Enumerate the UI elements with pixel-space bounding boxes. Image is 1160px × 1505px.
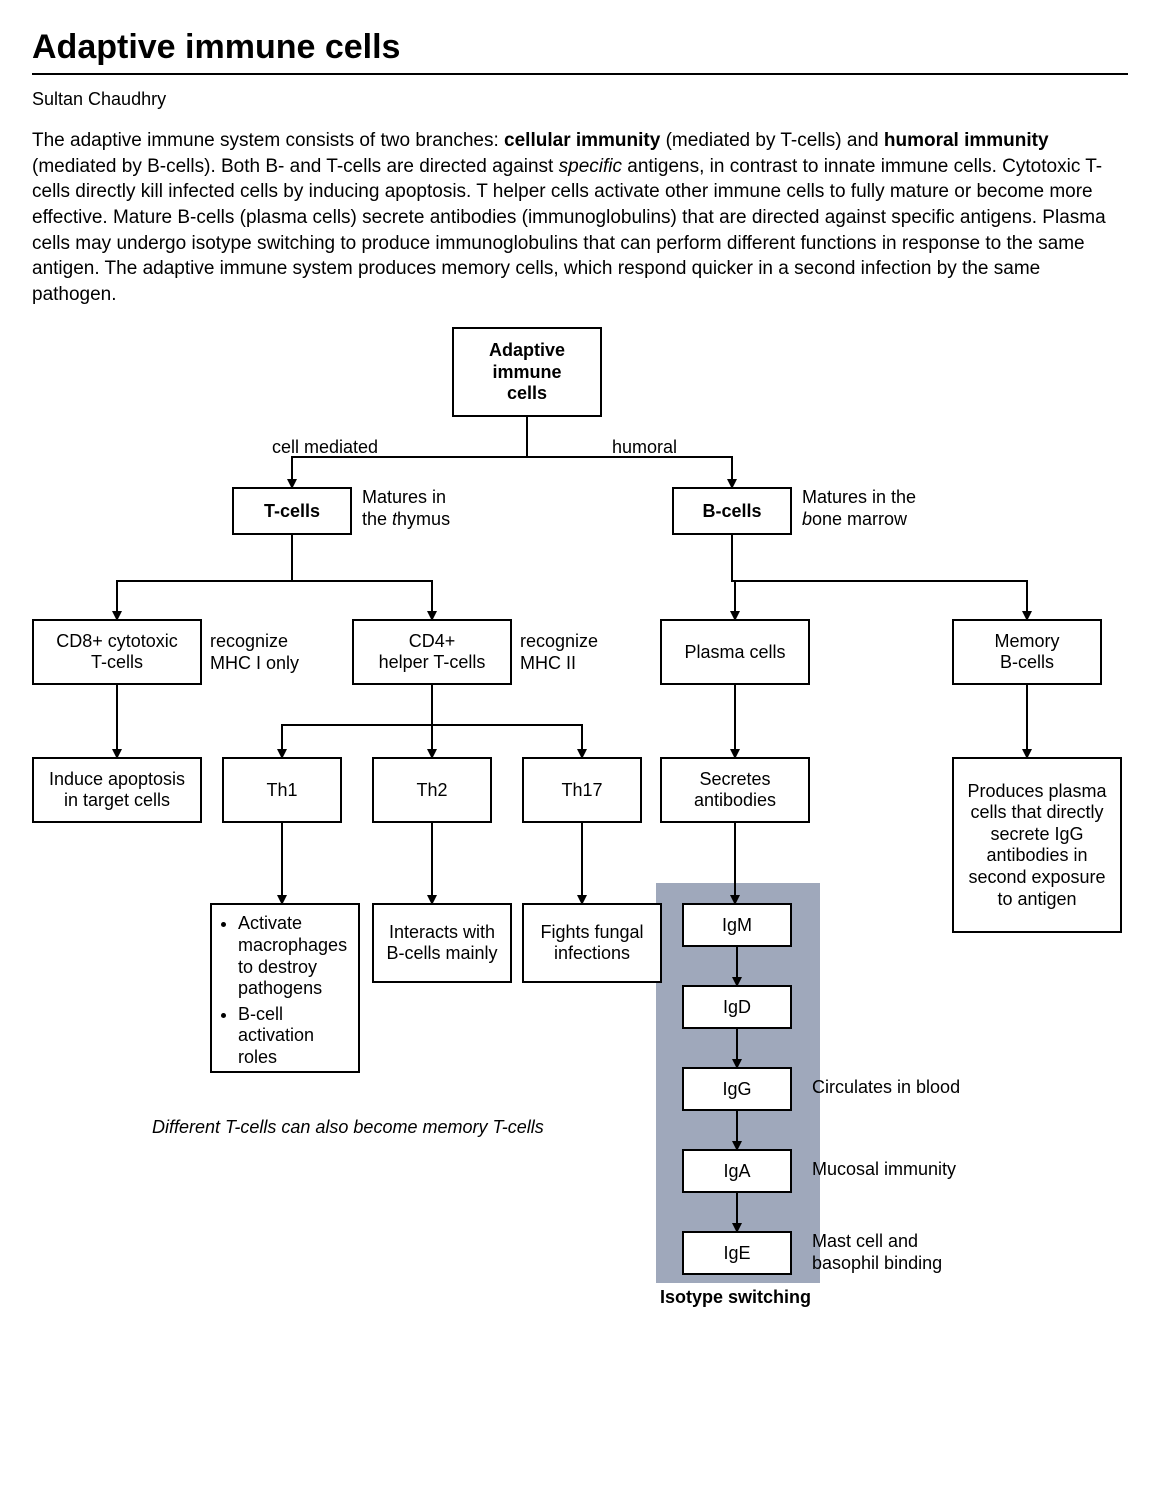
node-igg: IgG (682, 1067, 792, 1111)
node-th2: Th2 (372, 757, 492, 823)
flowchart: Adaptiveimmunecells T-cells B-cells CD8+ cy… (32, 327, 1128, 1477)
node-root: Adaptiveimmunecells (452, 327, 602, 417)
edge-cd4-th1 (282, 685, 432, 757)
label-lbl-mhc1: recognizeMHC I only (210, 631, 299, 674)
edge-cd4-th17 (432, 685, 582, 757)
node-iga: IgA (682, 1149, 792, 1193)
node-th17: Th17 (522, 757, 642, 823)
node-bcells: B-cells (672, 487, 792, 535)
label-lbl-igg: Circulates in blood (812, 1077, 960, 1099)
footnote: Different T-cells can also become memory… (152, 1117, 544, 1138)
node-cd8: CD8+ cytotoxicT-cells (32, 619, 202, 685)
node-cd4: CD4+helper T-cells (352, 619, 512, 685)
edge-tcells-cd4 (292, 535, 432, 619)
label-lbl-cell: cell mediated (272, 437, 378, 459)
label-lbl-mhc2: recognizeMHC II (520, 631, 598, 674)
node-th1: Th1 (222, 757, 342, 823)
label-lbl-thymus: Matures inthe thymus (362, 487, 450, 530)
node-igd: IgD (682, 985, 792, 1029)
page-title: Adaptive immune cells (32, 28, 1128, 75)
edge-tcells-cd8 (117, 535, 292, 619)
node-ige: IgE (682, 1231, 792, 1275)
node-plasma: Plasma cells (660, 619, 810, 685)
node-secr: Secretesantibodies (660, 757, 810, 823)
node-th1f: Activate macrophages to destroy pathogen… (210, 903, 360, 1073)
edge-bcells-memb (732, 535, 1027, 619)
intro-paragraph: The adaptive immune system consists of t… (32, 128, 1128, 307)
node-apop: Induce apoptosisin target cells (32, 757, 202, 823)
node-th2f: Interacts withB-cells mainly (372, 903, 512, 983)
node-th17f: Fights fungalinfections (522, 903, 662, 983)
author: Sultan Chaudhry (32, 89, 1128, 110)
label-lbl-bone: Matures in thebone marrow (802, 487, 916, 530)
label-lbl-ige: Mast cell andbasophil binding (812, 1231, 942, 1274)
node-tcells: T-cells (232, 487, 352, 535)
edge-bcells-plasma (732, 535, 735, 619)
label-lbl-hum: humoral (612, 437, 677, 459)
label-lbl-iga: Mucosal immunity (812, 1159, 956, 1181)
node-memb: MemoryB-cells (952, 619, 1102, 685)
label-lbl-iso: Isotype switching (660, 1287, 811, 1309)
node-igm: IgM (682, 903, 792, 947)
node-memfunc: Produces plasma cells that directly secr… (952, 757, 1122, 933)
